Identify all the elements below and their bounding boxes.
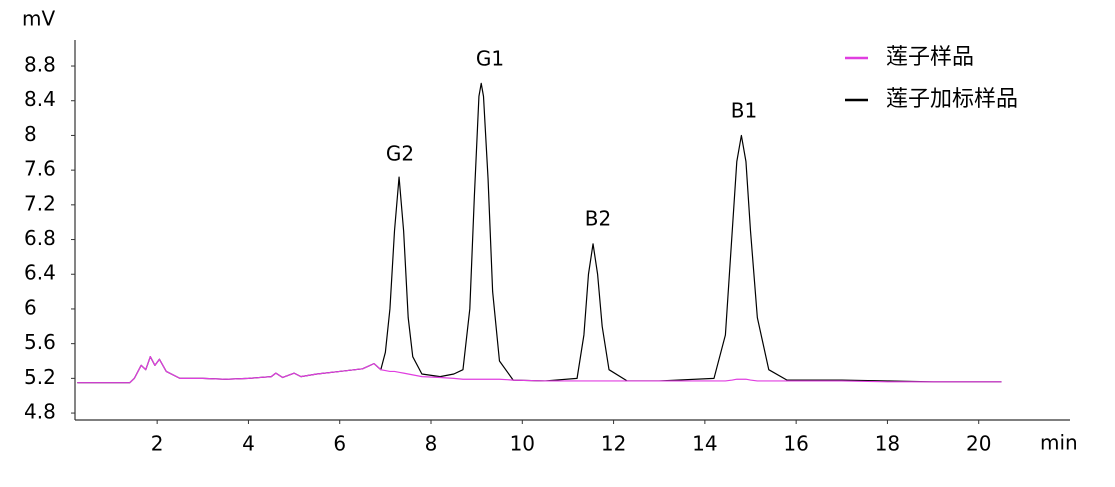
x-tick-label: 4 [242, 432, 255, 456]
y-tick-label: 8 [24, 122, 37, 146]
y-tick-label: 6.4 [24, 261, 56, 285]
legend-label: 莲子加标样品 [886, 87, 1018, 112]
legend-label: 莲子样品 [886, 45, 974, 70]
y-tick-label: 6.8 [24, 226, 56, 250]
peak-label: G1 [476, 47, 504, 71]
series-line [77, 82, 1002, 384]
y-axis-label: mV [22, 7, 55, 31]
y-tick-label: 5.2 [24, 365, 56, 389]
y-tick-label: 5.6 [24, 330, 56, 354]
y-tick-label: 4.8 [24, 400, 56, 424]
y-tick-label: 6 [24, 295, 37, 319]
series-line [77, 356, 1002, 384]
peak-label: G2 [386, 142, 414, 166]
x-tick-label: 6 [333, 432, 346, 456]
x-tick-label: 2 [151, 432, 164, 456]
y-tick-label: 7.2 [24, 191, 56, 215]
x-tick-label: 8 [425, 432, 438, 456]
x-tick-label: 12 [601, 432, 626, 456]
y-tick-label: 7.6 [24, 157, 56, 181]
x-tick-label: 14 [692, 432, 717, 456]
x-tick-label: 18 [875, 432, 900, 456]
y-tick-label: 8.8 [24, 53, 56, 77]
x-axis-label: min [1040, 431, 1078, 455]
peak-label: B1 [731, 99, 757, 123]
x-tick-label: 20 [966, 432, 991, 456]
x-tick-label: 16 [783, 432, 808, 456]
peak-label: B2 [585, 207, 611, 231]
x-tick-label: 10 [510, 432, 535, 456]
y-tick-label: 8.4 [24, 87, 56, 111]
